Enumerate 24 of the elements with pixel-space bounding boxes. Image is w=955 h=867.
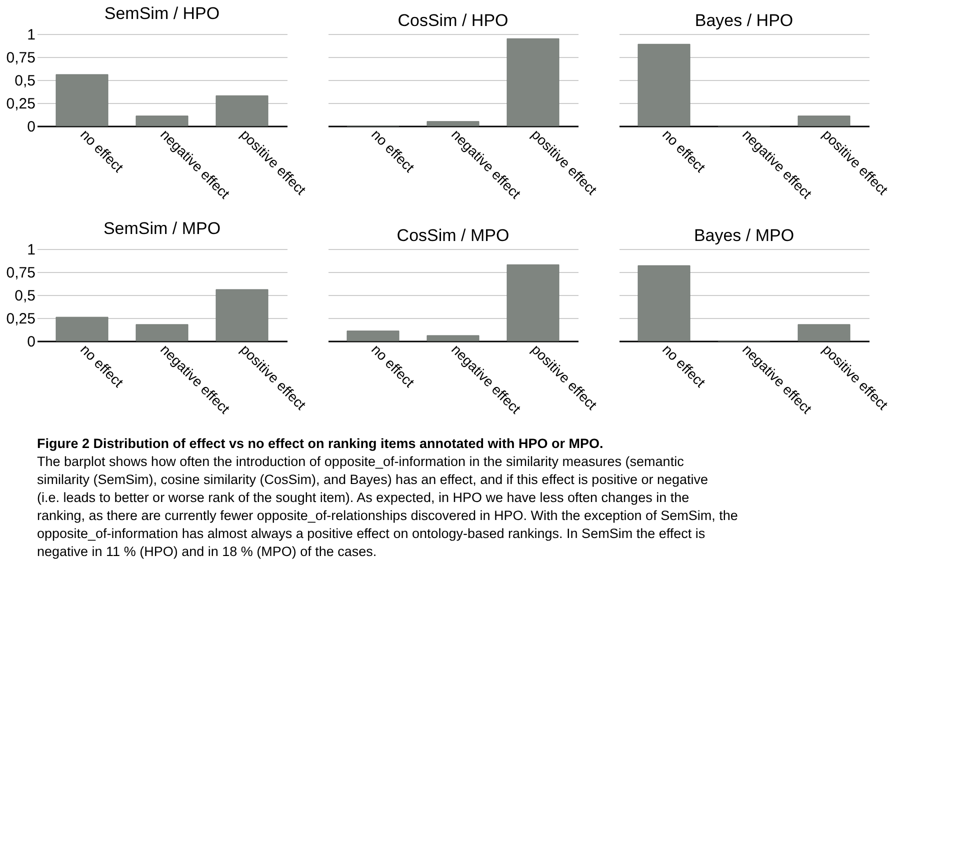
- y-tick-label: 0,75: [6, 50, 36, 66]
- bar: [136, 324, 188, 342]
- bar: [216, 95, 268, 126]
- bar: [56, 316, 108, 342]
- chart-title: CosSim / MPO: [396, 226, 510, 245]
- y-tick-label: 0: [27, 118, 36, 136]
- bar: [216, 289, 268, 342]
- bar: [136, 116, 188, 126]
- chart-title: SemSim / HPO: [104, 4, 220, 23]
- y-tick-label: 0,75: [6, 264, 36, 282]
- chart-title: CosSim / HPO: [398, 11, 508, 30]
- text: The barplot shows how often the introduction of opposite_of-information in the similarity measures (semantic similarity (SemSim), cosine similarity (CosSim), and Bayes) has an effect, and if this effect is positive or negative (i.e. leads to better or worse rank of the sought item). As expected, in HPO we have less often changes in the ranking, as there are currently fewer opposite_of-relationships discovered in HPO. With the exception of SemSim, the opposite_of-information has almost always a positive effect on ontology-based rankings. In SemSim the effect is negative in 11 % (HPO) and in 18 % (MPO) of the cases.: [37, 454, 738, 559]
- y-tick-label: 1: [27, 26, 36, 44]
- chart-title: SemSim / MPO: [103, 219, 221, 238]
- bar: [56, 74, 108, 126]
- y-tick-label: 0,25: [6, 96, 36, 112]
- y-tick-label: 0,5: [14, 72, 36, 90]
- chart-title: Bayes / HPO: [694, 11, 794, 30]
- chart-title: Bayes / MPO: [694, 226, 794, 245]
- caption: Figure 2 Distribution of effect vs no effect on ranking items annotated with HPO or MPO.: [37, 436, 604, 451]
- y-tick-label: 0,5: [14, 288, 36, 304]
- y-tick-label: 0,25: [6, 310, 36, 328]
- y-tick-label: 0: [27, 334, 36, 350]
- y-tick-label: 1: [27, 242, 36, 258]
